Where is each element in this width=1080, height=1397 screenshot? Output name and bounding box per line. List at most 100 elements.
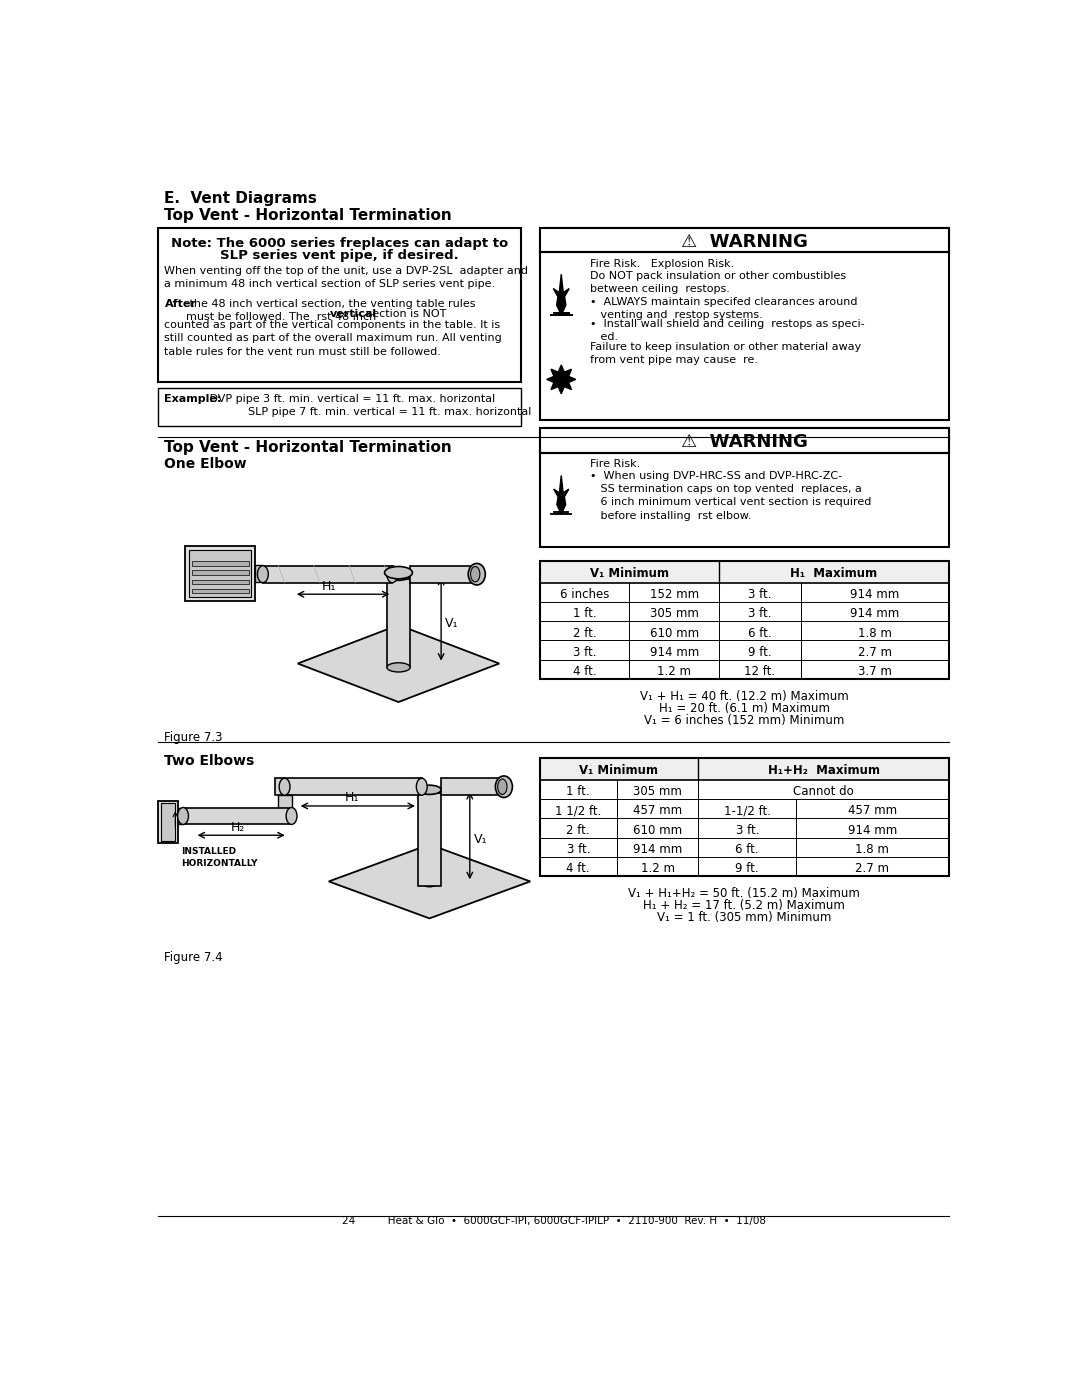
Text: 914 mm: 914 mm — [850, 608, 900, 620]
Text: 1.2 m: 1.2 m — [658, 665, 691, 678]
Text: INSTALLED
HORIZONTALLY: INSTALLED HORIZONTALLY — [181, 847, 258, 868]
Text: ⚠  WARNING: ⚠ WARNING — [680, 433, 808, 451]
Bar — [161, 803, 175, 841]
Ellipse shape — [387, 571, 410, 580]
Text: DVP pipe 3 ft. min. vertical = 11 ft. max. horizontal
            SLP pipe 7 ft.: DVP pipe 3 ft. min. vertical = 11 ft. ma… — [206, 394, 531, 418]
Text: V₁: V₁ — [445, 617, 459, 630]
Text: 1.2 m: 1.2 m — [640, 862, 675, 875]
Text: 9 ft.: 9 ft. — [735, 862, 759, 875]
Text: 3 ft.: 3 ft. — [748, 608, 772, 620]
Text: 4 ft.: 4 ft. — [572, 665, 596, 678]
Text: Fire Risk.   Explosion Risk.: Fire Risk. Explosion Risk. — [590, 258, 734, 268]
Text: Note: The 6000 series freplaces can adapt to: Note: The 6000 series freplaces can adap… — [171, 237, 509, 250]
Text: SLP series vent pipe, if desired.: SLP series vent pipe, if desired. — [220, 249, 459, 263]
Text: •  Install wall shield and ceiling  restops as speci-
   ed.: • Install wall shield and ceiling restop… — [590, 319, 865, 342]
Ellipse shape — [416, 778, 428, 795]
Bar — [540, 427, 948, 453]
Text: Failure to keep insulation or other material away
from vent pipe may cause  re.: Failure to keep insulation or other mate… — [590, 342, 861, 365]
Text: V₁ = 1 ft. (305 mm) Minimum: V₁ = 1 ft. (305 mm) Minimum — [657, 911, 832, 925]
Bar — [278, 795, 292, 816]
Bar — [540, 427, 948, 548]
Polygon shape — [298, 624, 499, 703]
Bar — [183, 807, 292, 824]
Text: 914 mm: 914 mm — [633, 842, 683, 856]
Text: 2 ft.: 2 ft. — [572, 627, 596, 640]
Bar — [262, 566, 392, 583]
Bar — [255, 564, 262, 583]
Text: H₁ + H₂ = 17 ft. (5.2 m) Maximum: H₁ + H₂ = 17 ft. (5.2 m) Maximum — [644, 900, 845, 912]
Bar — [387, 578, 410, 668]
Text: Do NOT pack insulation or other combustibles
between ceiling  restops.: Do NOT pack insulation or other combusti… — [590, 271, 846, 293]
Text: vertical: vertical — [330, 309, 377, 320]
Text: V₁ = 6 inches (152 mm) Minimum: V₁ = 6 inches (152 mm) Minimum — [644, 714, 845, 728]
Bar — [540, 562, 948, 583]
Text: 12 ft.: 12 ft. — [744, 665, 775, 678]
Text: 457 mm: 457 mm — [633, 805, 683, 817]
Ellipse shape — [498, 780, 507, 795]
Text: 6 ft.: 6 ft. — [735, 842, 759, 856]
Text: 1 1/2 ft.: 1 1/2 ft. — [555, 805, 602, 817]
Text: 3 ft.: 3 ft. — [735, 824, 759, 837]
Bar — [159, 800, 177, 842]
Text: 610 mm: 610 mm — [650, 627, 699, 640]
Text: V₁: V₁ — [474, 833, 487, 847]
Text: the 48 inch vertical section, the venting table rules
must be followed. The  rst: the 48 inch vertical section, the ventin… — [186, 299, 475, 321]
Text: section is NOT: section is NOT — [363, 309, 446, 320]
Text: 2.7 m: 2.7 m — [855, 862, 890, 875]
Text: 914 mm: 914 mm — [650, 645, 699, 659]
Text: H₁: H₁ — [345, 792, 359, 805]
Polygon shape — [553, 274, 569, 316]
Text: 1-1/2 ft.: 1-1/2 ft. — [724, 805, 771, 817]
Text: 1.8 m: 1.8 m — [855, 842, 889, 856]
Polygon shape — [546, 365, 576, 394]
Ellipse shape — [471, 567, 480, 583]
Text: 2.7 m: 2.7 m — [858, 645, 892, 659]
Ellipse shape — [496, 775, 512, 798]
Text: 305 mm: 305 mm — [633, 785, 683, 798]
Text: 4 ft.: 4 ft. — [567, 862, 590, 875]
Ellipse shape — [387, 662, 410, 672]
Text: 914 mm: 914 mm — [850, 588, 900, 601]
Text: V₁ Minimum: V₁ Minimum — [580, 764, 659, 777]
Bar — [177, 807, 183, 824]
Bar — [191, 570, 248, 576]
Ellipse shape — [418, 785, 441, 795]
Text: E.  Vent Diagrams: E. Vent Diagrams — [164, 191, 318, 205]
Text: H₁  Maximum: H₁ Maximum — [791, 567, 878, 580]
Text: Top Vent - Horizontal Termination: Top Vent - Horizontal Termination — [164, 440, 453, 455]
Text: 6 inches: 6 inches — [559, 588, 609, 601]
Bar — [274, 778, 422, 795]
Text: Cannot do: Cannot do — [793, 785, 854, 798]
Text: Figure 7.3: Figure 7.3 — [164, 731, 222, 745]
Text: •  ALWAYS maintain specifed clearances around
   venting and  restop systems.: • ALWAYS maintain specifed clearances ar… — [590, 298, 858, 320]
Text: ⚠  WARNING: ⚠ WARNING — [680, 233, 808, 251]
Bar — [441, 778, 499, 795]
Text: Top Vent - Horizontal Termination: Top Vent - Horizontal Termination — [164, 208, 453, 222]
Text: 305 mm: 305 mm — [650, 608, 699, 620]
Bar — [418, 793, 441, 886]
Text: Fire Risk.: Fire Risk. — [590, 458, 640, 469]
Text: Figure 7.4: Figure 7.4 — [164, 951, 224, 964]
Bar — [410, 566, 472, 583]
Text: •  When using DVP-HRC-SS and DVP-HRC-ZC-
   SS termination caps on top vented  r: • When using DVP-HRC-SS and DVP-HRC-ZC- … — [590, 471, 872, 521]
Polygon shape — [554, 475, 569, 514]
Text: 1 ft.: 1 ft. — [572, 608, 596, 620]
Text: Two Elbows: Two Elbows — [164, 754, 255, 768]
Bar — [186, 546, 255, 601]
Ellipse shape — [387, 566, 397, 583]
Text: V₁ Minimum: V₁ Minimum — [590, 567, 669, 580]
Text: 2 ft.: 2 ft. — [567, 824, 590, 837]
Ellipse shape — [279, 778, 291, 795]
Text: 3 ft.: 3 ft. — [567, 842, 590, 856]
Ellipse shape — [469, 563, 485, 585]
Bar — [540, 228, 948, 420]
Text: 1 ft.: 1 ft. — [567, 785, 590, 798]
Bar — [540, 759, 948, 876]
Bar — [189, 549, 252, 598]
Bar — [191, 588, 248, 594]
Text: One Elbow: One Elbow — [164, 457, 247, 471]
Text: 914 mm: 914 mm — [848, 824, 897, 837]
Text: 9 ft.: 9 ft. — [748, 645, 772, 659]
Text: 24          Heat & Glo  •  6000GCF-IPI, 6000GCF-IPILP  •  2110-900  Rev. H  •  1: 24 Heat & Glo • 6000GCF-IPI, 6000GCF-IPI… — [341, 1217, 766, 1227]
Text: 152 mm: 152 mm — [650, 588, 699, 601]
